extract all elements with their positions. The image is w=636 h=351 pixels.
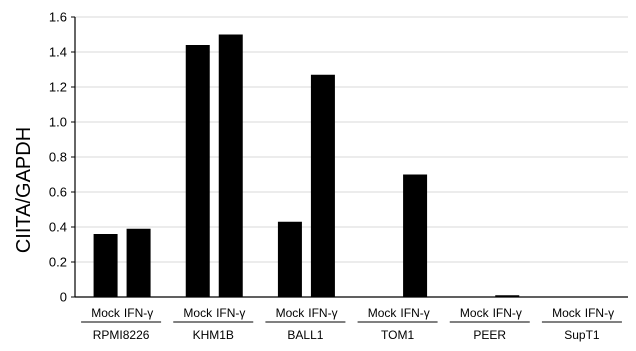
condition-label: IFN-γ bbox=[216, 306, 245, 320]
y-tick-label: 1.4 bbox=[49, 45, 67, 60]
y-tick-label: 0 bbox=[60, 290, 67, 305]
bar-BALL1-Mock bbox=[277, 221, 302, 297]
y-tick-label: 0.6 bbox=[49, 185, 67, 200]
group-label: PEER bbox=[473, 328, 506, 342]
condition-label: Mock bbox=[552, 306, 582, 320]
condition-label: Mock bbox=[460, 306, 490, 320]
bar-RPMI8226-IFN-γ bbox=[126, 228, 151, 297]
axes bbox=[71, 16, 628, 298]
condition-label: Mock bbox=[91, 306, 121, 320]
group-label: RPMI8226 bbox=[93, 328, 150, 342]
y-tick-label: 1.6 bbox=[49, 10, 67, 25]
bar-RPMI8226-Mock bbox=[93, 234, 118, 297]
condition-label: IFN-γ bbox=[585, 306, 614, 320]
y-tick-label: 0.8 bbox=[49, 150, 67, 165]
bar-PEER-IFN-γ bbox=[495, 295, 520, 297]
condition-label: Mock bbox=[276, 306, 306, 320]
condition-label: IFN-γ bbox=[124, 306, 153, 320]
y-axis-ticks: 0 0.2 0.4 0.6 0.8 1.0 1.2 1.4 1.6 bbox=[49, 10, 67, 305]
bar-KHM1B-Mock bbox=[185, 45, 210, 297]
y-tick-label: 1.0 bbox=[49, 115, 67, 130]
condition-label: IFN-γ bbox=[400, 306, 429, 320]
condition-label: IFN-γ bbox=[493, 306, 522, 320]
condition-label: Mock bbox=[183, 306, 213, 320]
y-tick-label: 1.2 bbox=[49, 80, 67, 95]
bar-TOM1-IFN-γ bbox=[403, 174, 428, 297]
gridlines bbox=[75, 16, 628, 263]
group-label: KHM1B bbox=[193, 328, 234, 342]
condition-label: IFN-γ bbox=[308, 306, 337, 320]
y-tick-label: 0.4 bbox=[49, 220, 67, 235]
bar-KHM1B-IFN-γ bbox=[218, 34, 243, 297]
group-label: SupT1 bbox=[564, 328, 600, 342]
group-label: BALL1 bbox=[287, 328, 323, 342]
y-axis-title: CIITA/GAPDH bbox=[13, 127, 35, 253]
y-tick-label: 0.2 bbox=[49, 255, 67, 270]
condition-label: Mock bbox=[368, 306, 398, 320]
bar-BALL1-IFN-γ bbox=[310, 74, 335, 297]
bars bbox=[93, 34, 520, 297]
group-label: TOM1 bbox=[381, 328, 414, 342]
